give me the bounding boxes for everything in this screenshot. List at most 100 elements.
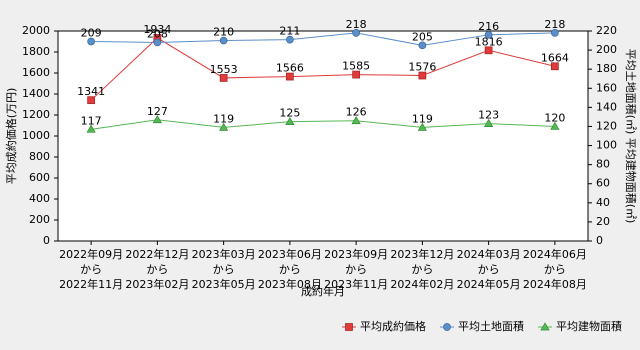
data-label: 1585: [342, 60, 370, 73]
point: [352, 29, 360, 37]
data-label: 127: [147, 105, 168, 118]
data-label: 119: [213, 112, 234, 125]
data-label: 123: [478, 109, 499, 122]
x-tick-label: 2023年09月: [324, 247, 388, 261]
x-tick-label: 2024年02月: [390, 277, 454, 291]
legend-label: 平均成約価格: [360, 319, 426, 333]
y2-tick-label: 0: [596, 234, 603, 247]
x-tick-label: から: [279, 263, 301, 276]
point: [550, 121, 560, 130]
x-tick-label: 2023年02月: [125, 277, 189, 291]
legend-marker: [345, 323, 353, 331]
point: [286, 72, 294, 81]
series-line: [91, 119, 555, 130]
y-tick-label: 1600: [22, 66, 50, 79]
data-label: 210: [213, 26, 234, 39]
x-tick-label: 2022年12月: [125, 247, 189, 261]
x-tick-label: 2023年11月: [324, 277, 388, 291]
y-tick-label: 800: [29, 150, 50, 163]
data-label: 1341: [77, 85, 105, 98]
point: [418, 71, 427, 80]
data-label: 218: [544, 18, 565, 31]
y2-tick-label: 180: [596, 62, 617, 75]
point: [219, 122, 229, 131]
y-tick-label: 200: [29, 213, 50, 226]
data-label: 1553: [210, 63, 238, 76]
point: [285, 116, 295, 126]
data-label: 218: [346, 18, 367, 31]
y-tick-label: 0: [43, 234, 50, 247]
x-tick-label: 2022年11月: [59, 277, 123, 291]
point: [352, 70, 360, 79]
data-label: 1816: [475, 35, 503, 48]
legend-marker: [443, 323, 451, 331]
plot-area: [57, 30, 589, 242]
x-tick-label: 2023年03月: [192, 247, 256, 261]
point: [87, 37, 95, 46]
y-tick-label: 1000: [22, 129, 50, 142]
x-tick-label: 2023年12月: [390, 247, 454, 261]
data-label: 1934: [143, 23, 171, 36]
y2-tick-label: 160: [596, 81, 617, 94]
x-tick-label: から: [411, 263, 433, 276]
y-tick-label: 1200: [22, 108, 50, 121]
y2-tick-label: 120: [596, 119, 617, 132]
x-tick-label: から: [345, 263, 367, 276]
x-tick-label: から: [146, 263, 168, 276]
data-label: 1664: [541, 51, 569, 64]
y-tick-label: 400: [29, 192, 50, 205]
series-line: [91, 32, 555, 46]
point: [153, 38, 162, 47]
y2-tick-label: 140: [596, 100, 617, 113]
point: [551, 29, 559, 37]
point: [551, 62, 559, 71]
point: [86, 124, 96, 133]
point: [152, 115, 162, 124]
point: [418, 41, 427, 50]
data-label: 205: [412, 30, 433, 43]
point: [484, 30, 493, 39]
y2-tick-label: 60: [596, 177, 610, 190]
x-tick-label: から: [544, 263, 566, 276]
x-tick-label: から: [213, 263, 235, 276]
data-label: 208: [147, 27, 168, 40]
point: [87, 96, 95, 105]
point: [484, 46, 493, 55]
point: [219, 74, 228, 82]
y2-tick-label: 100: [596, 139, 617, 152]
data-label: 216: [478, 20, 499, 33]
data-label: 126: [346, 106, 367, 119]
x-tick-label: 2024年06月: [523, 247, 587, 261]
x-tick-label: 2024年05月: [457, 277, 521, 291]
data-label: 120: [544, 111, 565, 124]
data-label: 117: [81, 114, 102, 127]
data-label: 125: [279, 107, 300, 120]
x-tick-label: 2023年05月: [192, 277, 256, 291]
data-label: 209: [81, 27, 102, 40]
y-tick-label: 1800: [22, 45, 50, 58]
legend-marker: [540, 322, 550, 331]
y2-tick-label: 220: [596, 24, 617, 37]
data-label: 211: [279, 25, 300, 38]
y2-tick-label: 20: [596, 215, 610, 228]
data-label: 1566: [276, 62, 304, 75]
x-axis-label: 成約年月: [301, 284, 345, 298]
y2-tick-label: 200: [596, 43, 617, 56]
y2-tick-label: 40: [596, 196, 610, 209]
legend-label: 平均建物面積: [556, 319, 622, 333]
y2-tick-label: 80: [596, 158, 610, 171]
y2-axis-label: 平均土地面積(㎡) 平均建物面積(㎡): [624, 49, 638, 224]
point: [417, 122, 427, 131]
y-axis-label: 平均成約価格(万円): [4, 88, 18, 185]
point: [484, 118, 494, 127]
x-tick-label: から: [80, 263, 102, 276]
point: [219, 36, 228, 45]
x-tick-label: から: [478, 263, 500, 276]
y-tick-label: 1400: [22, 87, 50, 100]
y-tick-label: 600: [29, 171, 50, 184]
x-tick-label: 2024年08月: [523, 277, 587, 291]
x-tick-label: 2024年03月: [457, 247, 521, 261]
data-label: 1576: [408, 61, 436, 74]
point: [286, 35, 294, 44]
